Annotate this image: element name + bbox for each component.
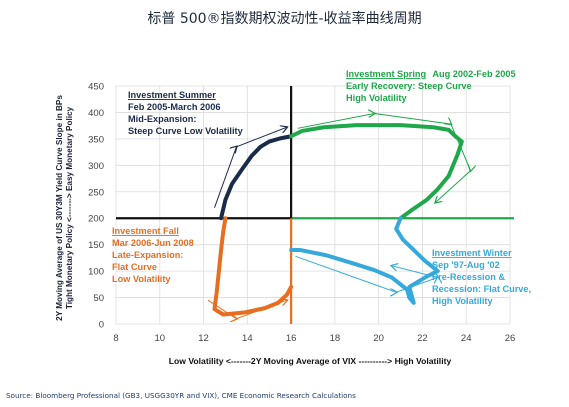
summer-line-3: Steep Curve Low Volatility (128, 126, 244, 136)
fall-line-2: Late-Expansion: (112, 250, 183, 260)
y-tick-label: 350 (88, 134, 104, 145)
x-axis-label: Low Volatility <-------2Y Moving Average… (169, 356, 452, 366)
fall-title: Investment Fall (112, 226, 179, 236)
winter-title: Investment Winter (432, 248, 512, 258)
summer-series-line (219, 134, 294, 221)
x-tick-label: 10 (154, 333, 165, 344)
winter-series-line (289, 216, 440, 305)
fall-line-4: Low Volatility (112, 274, 171, 284)
x-tick-label: 18 (330, 333, 341, 344)
summer-title: Investment Summer (128, 90, 216, 100)
y-axis-label-line1: 2Y Moving Average of US 30Y3M Yield Curv… (55, 95, 64, 321)
y-tick-label: 250 (88, 187, 104, 198)
source-note: Source: Bloomberg Professional (GB3, USG… (6, 391, 356, 400)
winter-line-2: Pre-Recession & (432, 272, 505, 282)
y-tick-label: 400 (88, 108, 104, 119)
winter-line-1: Sep '97-Aug '02 (432, 260, 500, 270)
series-lines (207, 114, 471, 319)
x-tick-label: 26 (505, 333, 516, 344)
y-tick-label: 300 (88, 161, 104, 172)
winter-direction-arrow (295, 255, 437, 292)
winter-line-4: High Volatility (432, 296, 493, 306)
summer-line-2: Mid-Expansion: (128, 114, 196, 124)
y-tick-label: 100 (88, 267, 104, 278)
x-tick-label: 12 (198, 333, 209, 344)
y-tick-label: 450 (88, 82, 104, 93)
summer-direction-arrow (214, 127, 287, 208)
x-tick-label: 24 (461, 333, 472, 344)
spring-title: Investment Spring (346, 69, 426, 79)
x-tick-label: 14 (242, 333, 253, 344)
x-tick-label: 16 (286, 333, 297, 344)
summer-line-1: Feb 2005-March 2006 (128, 102, 220, 112)
fall-direction-arrow (207, 300, 287, 319)
y-axis-label-line2: Tight Monetary Policy <-------> Easy Mon… (65, 106, 74, 309)
x-tick-label: 22 (417, 333, 428, 344)
fall-line-3: Flat Curve (112, 262, 157, 272)
y-tick-label: 150 (88, 240, 104, 251)
x-tick-label: 20 (373, 333, 384, 344)
chart-title: 标普 500®指数期权波动性-收益率曲线周期 (147, 11, 422, 27)
spring-line-1: Early Recovery: Steep Curve (346, 81, 472, 91)
spring-direction-arrow (297, 114, 471, 203)
fall-line-1: Mar 2006-Jun 2008 (112, 238, 194, 248)
spring-title-row: Investment Spring Aug 2002-Feb 2005 (346, 69, 516, 79)
y-tick-label: 0 (99, 320, 104, 331)
spring-line-2: High Volatility (346, 93, 407, 103)
y-tick-label: 50 (93, 293, 104, 304)
y-tick-label: 200 (88, 214, 104, 225)
fall-series-line (212, 216, 294, 317)
x-tick-label: 8 (113, 333, 118, 344)
spring-period: Aug 2002-Feb 2005 (432, 69, 515, 79)
winter-line-3: Recession: Flat Curve, (432, 284, 531, 294)
tick-labels: 8 10 12 14 16 18 20 22 24 26 0 50 100 150 200 250 300 350… (88, 82, 515, 345)
